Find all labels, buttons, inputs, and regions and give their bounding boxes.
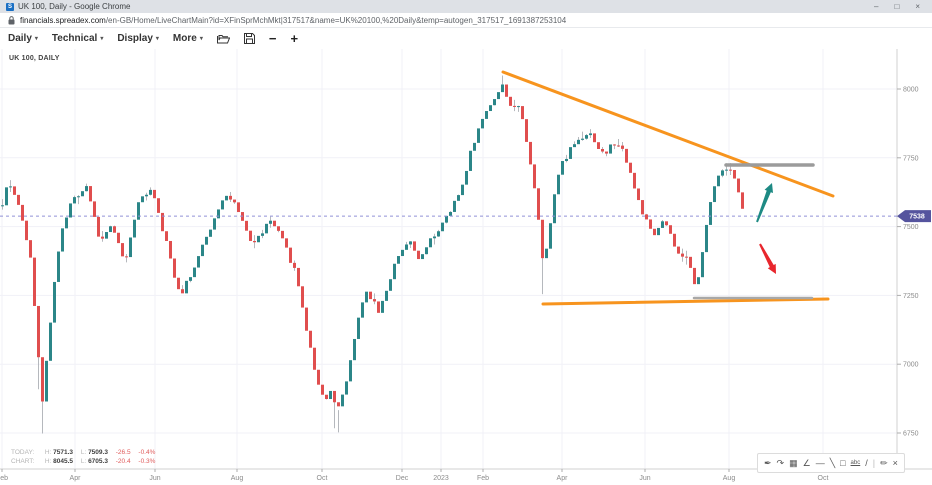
text-tool-icon[interactable]: abc <box>850 460 861 466</box>
bearish-scenario-arrow[interactable] <box>759 243 776 275</box>
url-bar[interactable]: financials.spreadex.com/en-GB/Home/LiveC… <box>0 13 932 28</box>
menu-display[interactable]: Display ▾ <box>117 33 159 44</box>
svg-text:Jun: Jun <box>149 475 160 482</box>
zoom-out-button[interactable]: − <box>268 31 277 46</box>
svg-text:Oct: Oct <box>818 475 829 482</box>
close-toolbar-icon[interactable]: × <box>892 458 898 468</box>
svg-text:Dec: Dec <box>396 475 409 482</box>
angle-tool-icon[interactable]: ∠ <box>802 458 811 468</box>
url-path: /en-GB/Home/LiveChartMain?id=XFinSprMchM… <box>105 15 567 25</box>
zoom-in-button[interactable]: + <box>290 31 299 46</box>
horizontal-support-line[interactable] <box>541 297 830 306</box>
horizontal-line-tool-icon[interactable]: — <box>815 458 825 468</box>
curved-arrow-tool-icon[interactable]: ↷ <box>776 458 785 468</box>
svg-text:7750: 7750 <box>903 155 919 162</box>
grid-tool-icon[interactable]: ▦ <box>789 458 798 468</box>
svg-text:2023: 2023 <box>433 475 449 482</box>
menu-daily[interactable]: Daily ▾ <box>8 33 38 44</box>
url-domain: financials.spreadex.com <box>20 15 106 25</box>
chart-symbol-label: UK 100, DAILY <box>9 55 60 62</box>
trendline-tool-icon[interactable]: ╲ <box>829 458 836 468</box>
menu-more[interactable]: More ▾ <box>172 33 203 44</box>
svg-text:Feb: Feb <box>0 475 8 482</box>
svg-text:Apr: Apr <box>70 475 82 482</box>
svg-text:Aug: Aug <box>723 475 736 482</box>
svg-text:7500: 7500 <box>903 224 919 231</box>
close-button[interactable]: × <box>915 2 920 11</box>
chart-canvas[interactable]: 8000 7750 7500 7250 7000 6750 Feb Apr Jun Aug Oct D… <box>0 49 932 485</box>
status-chart-row: CHART: H: 8045.5 L: 6705.3 -20.4 -0.3% <box>11 458 156 465</box>
svg-text:7250: 7250 <box>903 293 919 300</box>
current-price-badge <box>897 210 931 223</box>
descending-resistance-line[interactable] <box>501 70 835 198</box>
svg-text:7000: 7000 <box>903 362 919 369</box>
svg-text:Apr: Apr <box>557 475 569 482</box>
minimize-button[interactable]: – <box>874 2 879 11</box>
chart-status-panel: TODAY: H: 7571.3 L: 7509.3 -26.5 -0.4% C… <box>11 448 161 466</box>
svg-text:Feb: Feb <box>477 475 489 482</box>
chevron-down-icon: ▾ <box>199 36 203 42</box>
divider: | <box>872 458 876 468</box>
current-price-label: 7538 <box>909 214 925 221</box>
chevron-down-icon: ▾ <box>100 36 104 42</box>
pencil-tool-icon[interactable]: ✏ <box>880 458 888 468</box>
maximize-button[interactable]: □ <box>894 2 900 11</box>
open-folder-button[interactable] <box>216 34 230 44</box>
rectangle-tool-icon[interactable]: □ <box>840 458 846 468</box>
menu-technical[interactable]: Technical ▾ <box>51 33 104 44</box>
svg-text:Aug: Aug <box>231 475 244 482</box>
chevron-down-icon: ▾ <box>155 36 159 42</box>
svg-text:8000: 8000 <box>903 87 919 94</box>
lock-icon <box>8 15 15 25</box>
browser-titlebar: S UK 100, Daily - Google Chrome – □ × <box>0 0 932 13</box>
bullish-scenario-arrow[interactable] <box>756 183 773 223</box>
site-favicon: S <box>6 2 14 11</box>
drawing-toolbar: ✒ ↷ ▦ ∠ — ╲ □ abc / | ✏ × <box>757 453 905 473</box>
svg-text:Jun: Jun <box>639 475 650 482</box>
slash-tool-icon[interactable]: / <box>865 458 868 468</box>
save-button[interactable] <box>243 33 255 44</box>
svg-text:Oct: Oct <box>317 475 328 482</box>
pointer-tool-icon[interactable]: ✒ <box>764 458 772 468</box>
window-title: UK 100, Daily - Google Chrome <box>18 2 131 11</box>
svg-text:6750: 6750 <box>903 431 919 438</box>
chart-area[interactable]: UK 100, DAILY 8000 7750 7500 7250 7000 6750 Fe… <box>0 49 932 485</box>
status-today-row: TODAY: H: 7571.3 L: 7509.3 -26.5 -0.4% <box>11 449 156 456</box>
chevron-down-icon: ▾ <box>34 36 38 42</box>
chart-app-toolbar: Daily ▾ Technical ▾ Display ▾ More ▾ − + <box>0 28 932 49</box>
